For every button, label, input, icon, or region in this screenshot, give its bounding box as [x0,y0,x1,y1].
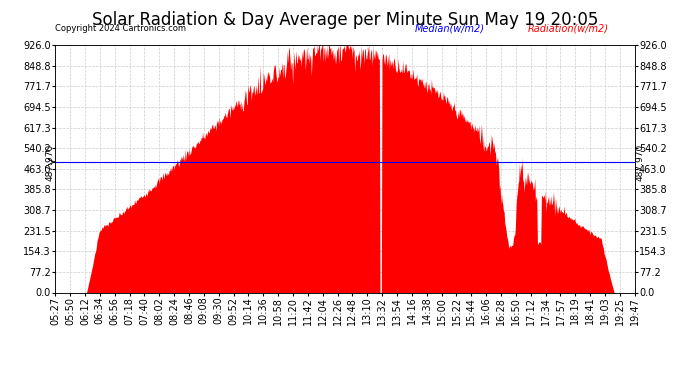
Text: 487.970: 487.970 [46,144,55,181]
Text: Radiation(w/m2): Radiation(w/m2) [528,24,609,34]
Text: Median(w/m2): Median(w/m2) [415,24,484,34]
Text: Solar Radiation & Day Average per Minute Sun May 19 20:05: Solar Radiation & Day Average per Minute… [92,11,598,29]
Text: 487.970: 487.970 [635,144,644,181]
Text: Copyright 2024 Cartronics.com: Copyright 2024 Cartronics.com [55,24,186,33]
